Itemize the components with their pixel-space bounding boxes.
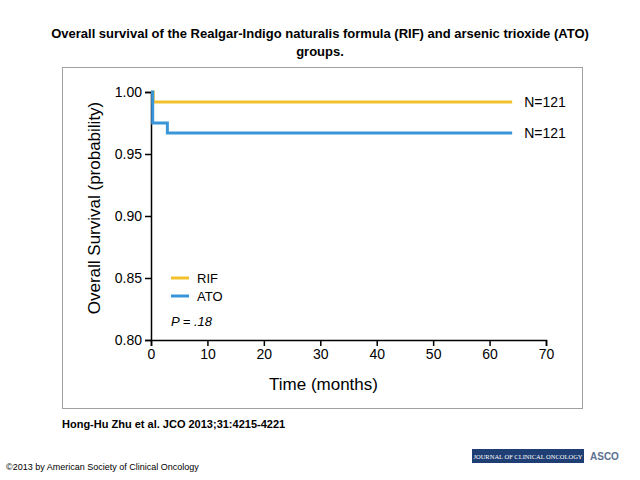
legend-label: RIF [197,271,218,286]
tick-label: 40 [369,346,385,362]
tick-label: 0.95 [115,146,142,162]
tick-label: 0.90 [115,208,142,224]
tick-label: 20 [257,346,273,362]
series-group [151,92,512,133]
tick-mark [145,216,151,218]
x-axis: 0 10 20 30 40 50 60 70 [148,340,555,362]
tick: 0.90 [115,208,151,224]
tick-label: 70 [539,346,555,362]
tick: 60 [482,340,498,362]
tick-label: 1.00 [115,84,142,100]
y-axis-title: Overall Survival (probability) [85,102,104,315]
tick: 70 [539,340,555,362]
tick-label: 30 [313,346,329,362]
survival-line [151,92,512,133]
survival-line [151,92,512,102]
source: Hong-Hu Zhu et al. JCO 2013;31:4215-4221 [62,418,285,430]
tick: 0.85 [115,270,151,286]
legend-swatch [171,277,189,280]
chart-frame [63,68,583,409]
axis-line [145,93,152,341]
chart-title: Overall survival of the Realgar-Indigo n… [51,26,589,59]
tick-mark [145,154,151,156]
series-annotation: N=121 [524,94,566,110]
tick-label: 50 [426,346,442,362]
tick-label: 60 [482,346,498,362]
tick-label: 0.80 [115,332,142,348]
tick-label: 10 [200,346,216,362]
copyright: ©2013 by American Society of Clinical On… [6,462,199,472]
tick: 40 [369,340,385,362]
tick: 20 [257,340,273,362]
tick: 50 [426,340,442,362]
y-axis: 1.00 0.95 0.90 0.85 0.80 [115,84,152,348]
series-annotation: N=121 [524,125,566,141]
tick: 0 [148,340,156,362]
tick: 1.00 [115,84,151,100]
x-axis-title: Time (months) [269,375,378,394]
tick: 0.95 [115,146,151,162]
legend-label: ATO [197,289,223,304]
tick: 30 [313,340,329,362]
logo-text: JOURNAL OF CLINICAL ONCOLOGY [473,453,582,460]
tick: 10 [200,340,216,362]
tick: 0.80 [115,332,151,348]
p-value: P = .18 [171,314,213,329]
tick-mark [145,278,151,280]
tick-mark [145,340,151,342]
legend-swatch [171,295,189,298]
tick-label: 0 [148,346,156,362]
tick-label: 0.85 [115,270,142,286]
legend: RIF ATO [171,271,223,304]
logo-box [472,449,584,463]
chart-root: Overall survival of the Realgar-Indigo n… [0,0,640,480]
tick-mark [145,92,151,94]
logo-text: ASCO [590,451,619,462]
